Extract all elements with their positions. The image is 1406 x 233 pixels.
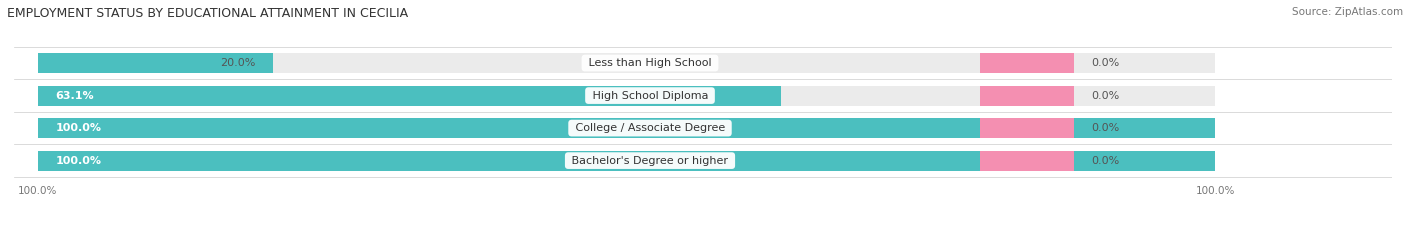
- Bar: [38, 151, 1215, 171]
- Text: 20.0%: 20.0%: [221, 58, 256, 68]
- Bar: [38, 86, 780, 106]
- Legend: In Labor Force, Unemployed: In Labor Force, Unemployed: [606, 231, 800, 233]
- Bar: [980, 86, 1074, 106]
- Bar: [38, 151, 1215, 171]
- Text: High School Diploma: High School Diploma: [589, 91, 711, 101]
- Text: 0.0%: 0.0%: [1091, 123, 1121, 133]
- Bar: [980, 118, 1074, 138]
- Bar: [38, 118, 1215, 138]
- Text: 0.0%: 0.0%: [1091, 91, 1121, 101]
- Bar: [980, 53, 1074, 73]
- Text: Bachelor's Degree or higher: Bachelor's Degree or higher: [568, 156, 731, 166]
- Text: EMPLOYMENT STATUS BY EDUCATIONAL ATTAINMENT IN CECILIA: EMPLOYMENT STATUS BY EDUCATIONAL ATTAINM…: [7, 7, 408, 20]
- Text: 63.1%: 63.1%: [55, 91, 94, 101]
- Text: Less than High School: Less than High School: [585, 58, 716, 68]
- Text: College / Associate Degree: College / Associate Degree: [572, 123, 728, 133]
- Text: 100.0%: 100.0%: [55, 123, 101, 133]
- Bar: [38, 118, 1215, 138]
- Text: Source: ZipAtlas.com: Source: ZipAtlas.com: [1292, 7, 1403, 17]
- Bar: [38, 53, 273, 73]
- Bar: [38, 86, 1215, 106]
- Text: 0.0%: 0.0%: [1091, 58, 1121, 68]
- Text: 0.0%: 0.0%: [1091, 156, 1121, 166]
- Bar: [980, 151, 1074, 171]
- Text: 100.0%: 100.0%: [55, 156, 101, 166]
- Bar: [38, 53, 1215, 73]
